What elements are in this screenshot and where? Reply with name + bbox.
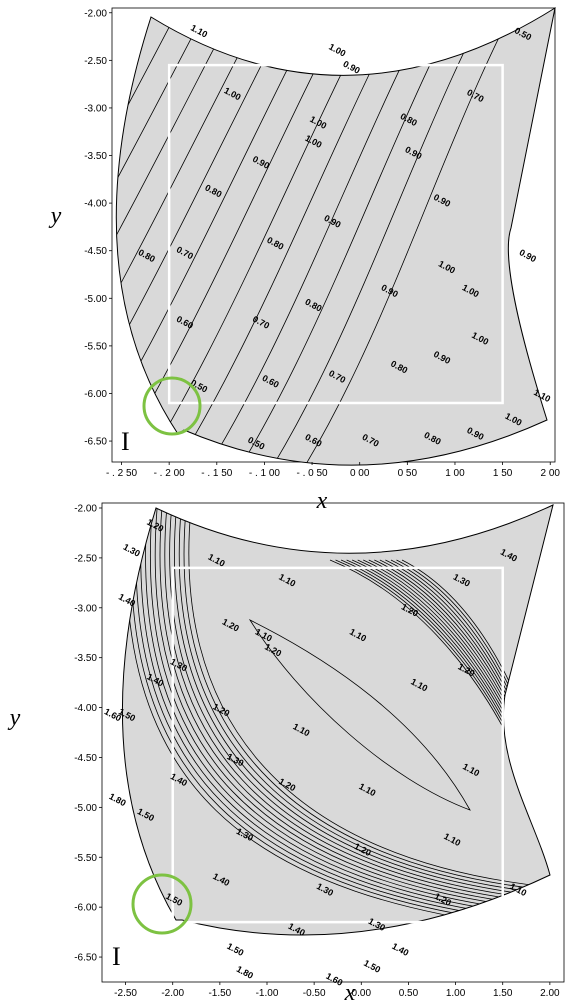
contour-label: 1.40 xyxy=(390,941,410,958)
highlight-circle xyxy=(142,376,202,436)
x-tick-label: -0.50 xyxy=(303,988,326,999)
x-tick-label: - . 0 50 xyxy=(296,468,328,479)
y-tick-label: -2.00 xyxy=(74,503,97,514)
contour-line xyxy=(116,8,233,466)
y-axis-label: y xyxy=(49,203,62,229)
contour-label: 1.50 xyxy=(362,958,382,975)
y-tick-label: -3.00 xyxy=(84,103,107,114)
x-tick-label: - . 2 50 xyxy=(106,468,138,479)
domain-region xyxy=(121,504,554,936)
contour-label: 1.30 xyxy=(122,542,142,559)
x-tick-label: 1.00 xyxy=(446,988,466,999)
x-tick-label: -2.00 xyxy=(161,988,184,999)
x-tick-label: 0.50 xyxy=(399,988,419,999)
plot-frame xyxy=(101,502,565,983)
x-tick-label: 1.50 xyxy=(493,988,513,999)
y-tick-label: -4.50 xyxy=(74,753,97,764)
inner-rectangle xyxy=(171,566,504,924)
region-label: I xyxy=(121,427,130,456)
contour-label: 0.90 xyxy=(341,59,361,76)
contour-plot-bottom: 1.201.301.101.401.10 1.301.401.201.201.10… xyxy=(8,502,565,1006)
x-tick-label: 0 00 xyxy=(350,468,370,479)
y-tick-label: -4.00 xyxy=(84,199,107,210)
contour-line xyxy=(135,505,553,925)
x-tick-label: 0.00 xyxy=(352,988,372,999)
y-tick-label: -5.50 xyxy=(84,341,107,352)
contour-label: 1.50 xyxy=(225,941,245,958)
y-tick-label: -3.00 xyxy=(74,603,97,614)
contour-label: 1.80 xyxy=(235,964,255,981)
y-tick-label: -6.00 xyxy=(84,389,107,400)
contour-label: 1.80 xyxy=(107,791,127,808)
x-tick-label: - . 1 50 xyxy=(201,468,233,479)
y-tick-label: -5.00 xyxy=(84,294,107,305)
y-tick-label: -5.00 xyxy=(74,803,97,814)
domain-region xyxy=(115,6,556,466)
x-tick-label: - . 1 00 xyxy=(249,468,281,479)
contour-line xyxy=(248,619,471,811)
contour-label: 1.60 xyxy=(324,971,344,988)
y-tick-label: -5.50 xyxy=(74,853,97,864)
contour-label: 0.90 xyxy=(518,247,538,264)
y-tick-label: -4.50 xyxy=(84,246,107,257)
inner-rectangle xyxy=(167,63,504,405)
x-tick-label: 2.00 xyxy=(540,988,560,999)
y-tick-label: -4.00 xyxy=(74,703,97,714)
region-label: I xyxy=(112,942,121,971)
contour-line xyxy=(159,505,551,908)
y-tick-label: -6.00 xyxy=(74,903,97,914)
y-tick-label: -2.00 xyxy=(84,8,107,19)
x-tick-label: 0 50 xyxy=(398,468,418,479)
x-axis-label: x xyxy=(316,488,328,514)
x-axis-label: x xyxy=(344,980,356,1006)
contour-label: 1.00 xyxy=(327,42,347,59)
x-tick-label: 1 00 xyxy=(445,468,465,479)
contour-line xyxy=(130,505,553,929)
y-tick-label: -3.50 xyxy=(84,151,107,162)
x-tick-label: -1.50 xyxy=(208,988,231,999)
contour-line xyxy=(116,8,205,466)
x-tick-label: 1 50 xyxy=(493,468,513,479)
contour-label: 1.10 xyxy=(189,23,209,40)
y-tick-label: -6.50 xyxy=(84,437,107,448)
y-axis-label: y xyxy=(8,705,21,731)
highlight-circle xyxy=(131,873,193,935)
contour-line xyxy=(164,505,550,904)
x-tick-label: -1.00 xyxy=(256,988,279,999)
contour-line xyxy=(149,505,553,915)
contour-line xyxy=(188,505,543,887)
y-tick-label: -3.50 xyxy=(74,653,97,664)
x-tick-label: 2 00 xyxy=(541,468,561,479)
contour-plot-top: 1.101.000.900.700.501.001.001.000.800.90… xyxy=(49,6,561,514)
x-tick-label: - . 2 00 xyxy=(154,468,186,479)
contour-line xyxy=(178,505,546,894)
contour-line xyxy=(154,505,553,911)
contour-line xyxy=(183,505,544,891)
y-tick-label: -2.50 xyxy=(74,553,97,564)
x-tick-label: -2.50 xyxy=(114,988,137,999)
contour-line xyxy=(145,505,553,918)
y-tick-label: -2.50 xyxy=(84,56,107,67)
contour-line xyxy=(140,505,553,922)
y-tick-label: -6.50 xyxy=(74,953,97,964)
contour-line xyxy=(174,505,547,898)
